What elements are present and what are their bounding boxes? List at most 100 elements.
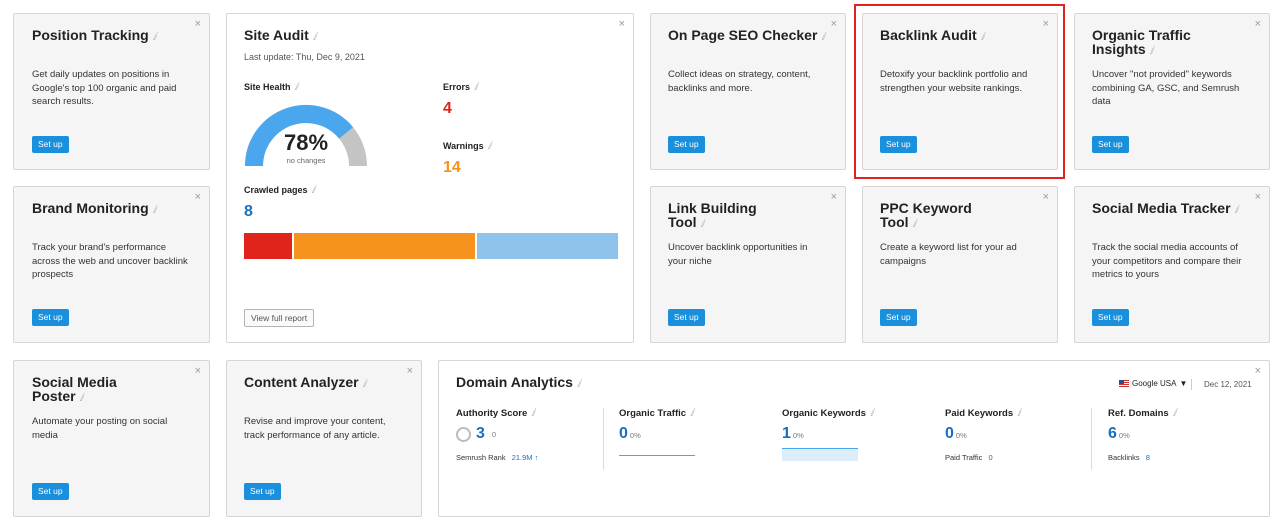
- column-divider: [1091, 408, 1092, 470]
- paid-keywords-block[interactable]: Paid Keywords ⅈ 0 0% Paid Traffic 0: [945, 408, 1085, 478]
- on-page-seo-checker-card: × On Page SEO Checker ⅈ Collect ideas on …: [650, 13, 846, 170]
- card-description: Automate your posting on social media: [32, 416, 168, 441]
- info-icon[interactable]: ⅈ: [912, 219, 917, 230]
- paid-traffic-value[interactable]: 0: [988, 453, 993, 462]
- semrush-rank-label: Semrush Rank: [456, 453, 506, 462]
- setup-button[interactable]: Set up: [1092, 309, 1129, 326]
- close-icon[interactable]: ×: [830, 191, 837, 203]
- card-title[interactable]: On Page SEO Checker ⅈ: [668, 27, 825, 43]
- setup-button[interactable]: Set up: [32, 136, 69, 153]
- warnings-value[interactable]: 14: [443, 159, 461, 176]
- card-title[interactable]: Position Tracking ⅈ: [32, 27, 157, 43]
- card-description: Collect ideas on strategy, content, back…: [668, 69, 811, 94]
- setup-button[interactable]: Set up: [1092, 136, 1129, 153]
- organic-keywords-value: 1: [782, 425, 791, 442]
- header-divider: [1191, 379, 1192, 390]
- organic-keywords-sparkline: [782, 448, 858, 461]
- card-title[interactable]: Site Audit ⅈ: [244, 27, 317, 43]
- ref-domains-pct: 0%: [1118, 431, 1130, 440]
- close-icon[interactable]: ×: [1042, 18, 1049, 30]
- setup-button[interactable]: Set up: [880, 309, 917, 326]
- brand-monitoring-card: × Brand Monitoring ⅈ Track your brand's p…: [13, 186, 210, 343]
- card-description: Uncover backlink opportunities in your n…: [668, 242, 808, 267]
- paid-keywords-label: Paid Keywords ⅈ: [945, 408, 1021, 419]
- card-title[interactable]: Link Building Tool ⅈ: [668, 200, 757, 230]
- organic-keywords-block[interactable]: Organic Keywords ⅈ 1 0%: [782, 408, 922, 478]
- column-divider: [603, 408, 604, 470]
- info-icon[interactable]: ⅈ: [821, 32, 825, 43]
- view-full-report-button[interactable]: View full report: [244, 309, 315, 327]
- site-health-sub: no changes: [286, 156, 326, 165]
- close-icon[interactable]: ×: [1254, 191, 1261, 203]
- close-icon[interactable]: ×: [1254, 18, 1261, 30]
- social-media-tracker-card: × Social Media Tracker ⅈ Track the social…: [1074, 186, 1270, 343]
- card-title[interactable]: Domain Analytics ⅈ: [456, 374, 581, 390]
- crawl-bar-segment-warnings[interactable]: [294, 233, 476, 259]
- card-title[interactable]: Organic Traffic Insights ⅈ: [1092, 27, 1191, 57]
- organic-traffic-pct: 0%: [629, 431, 641, 440]
- info-icon[interactable]: ⅈ: [1149, 46, 1154, 57]
- card-title[interactable]: Social Media Tracker ⅈ: [1092, 200, 1239, 216]
- info-icon: ⅈ: [690, 408, 694, 419]
- site-audit-card: × Site Audit ⅈ Last update: Thu, Dec 9, 2…: [226, 13, 634, 343]
- card-description: Detoxify your backlink portfolio and str…: [880, 69, 1028, 94]
- card-title[interactable]: Social Media Poster ⅈ: [32, 374, 117, 404]
- setup-button[interactable]: Set up: [668, 309, 705, 326]
- card-title[interactable]: Brand Monitoring ⅈ: [32, 200, 157, 216]
- setup-button[interactable]: Set up: [880, 136, 917, 153]
- info-icon[interactable]: ⅈ: [152, 205, 157, 216]
- authority-score-value: 3: [476, 425, 485, 442]
- card-title[interactable]: Backlink Audit ⅈ: [880, 27, 985, 43]
- close-icon[interactable]: ×: [194, 191, 201, 203]
- crawled-pages-bar[interactable]: [244, 233, 618, 259]
- info-icon: ⅈ: [312, 32, 317, 43]
- setup-button[interactable]: Set up: [244, 483, 281, 500]
- semrush-rank-value[interactable]: 21.9M ↑: [511, 453, 539, 462]
- close-icon[interactable]: ×: [194, 18, 201, 30]
- errors-value[interactable]: 4: [443, 100, 452, 117]
- database-label: Google USA: [1132, 379, 1177, 388]
- site-health-gauge[interactable]: [243, 102, 369, 168]
- setup-button[interactable]: Set up: [32, 309, 69, 326]
- ppc-keyword-tool-card: × PPC Keyword Tool ⅈ Create a keyword lis…: [862, 186, 1058, 343]
- info-icon: ⅈ: [487, 141, 492, 152]
- setup-button[interactable]: Set up: [32, 483, 69, 500]
- warnings-label: Warnings ⅈ: [443, 141, 492, 152]
- crawl-bar-segment-ok[interactable]: [477, 233, 618, 259]
- organic-traffic-value: 0: [619, 425, 628, 442]
- close-icon[interactable]: ×: [1254, 365, 1261, 377]
- setup-button[interactable]: Set up: [668, 136, 705, 153]
- card-title[interactable]: PPC Keyword Tool ⅈ: [880, 200, 972, 230]
- info-icon[interactable]: ⅈ: [79, 393, 84, 404]
- ref-domains-value: 6: [1108, 425, 1117, 442]
- close-icon[interactable]: ×: [618, 18, 625, 30]
- content-analyzer-card: × Content Analyzer ⅈ Revise and improve y…: [226, 360, 422, 517]
- info-icon: ⅈ: [869, 408, 874, 419]
- info-icon[interactable]: ⅈ: [700, 219, 705, 230]
- close-icon[interactable]: ×: [194, 365, 201, 377]
- organic-traffic-block[interactable]: Organic Traffic ⅈ 0 0%: [619, 408, 759, 478]
- crawled-pages-value[interactable]: 8: [244, 203, 253, 220]
- info-icon: ⅈ: [474, 82, 478, 93]
- close-icon[interactable]: ×: [1042, 191, 1049, 203]
- position-tracking-card: × Position Tracking ⅈ Get daily updates o…: [13, 13, 210, 170]
- close-icon[interactable]: ×: [830, 18, 837, 30]
- info-icon[interactable]: ⅈ: [152, 32, 157, 43]
- card-description: Uncover "not provided" keywords combinin…: [1092, 69, 1240, 107]
- info-icon: ⅈ: [311, 185, 316, 196]
- info-icon[interactable]: ⅈ: [980, 32, 985, 43]
- card-title[interactable]: Content Analyzer ⅈ: [244, 374, 367, 390]
- organic-keywords-label: Organic Keywords ⅈ: [782, 408, 874, 419]
- backlinks-value[interactable]: 8: [1145, 453, 1150, 462]
- info-icon[interactable]: ⅈ: [362, 379, 367, 390]
- last-update: Last update: Thu, Dec 9, 2021: [244, 52, 365, 62]
- organic-traffic-label: Organic Traffic ⅈ: [619, 408, 694, 419]
- authority-ring-icon: [456, 426, 471, 442]
- ref-domains-block[interactable]: Ref. Domains ⅈ 6 0% Backlinks 8: [1108, 408, 1248, 478]
- info-icon: ⅈ: [1017, 408, 1021, 419]
- crawl-bar-segment-errors[interactable]: [244, 233, 293, 259]
- info-icon[interactable]: ⅈ: [1234, 205, 1239, 216]
- close-icon[interactable]: ×: [406, 365, 413, 377]
- database-selector[interactable]: Google USA ▼: [1119, 379, 1187, 388]
